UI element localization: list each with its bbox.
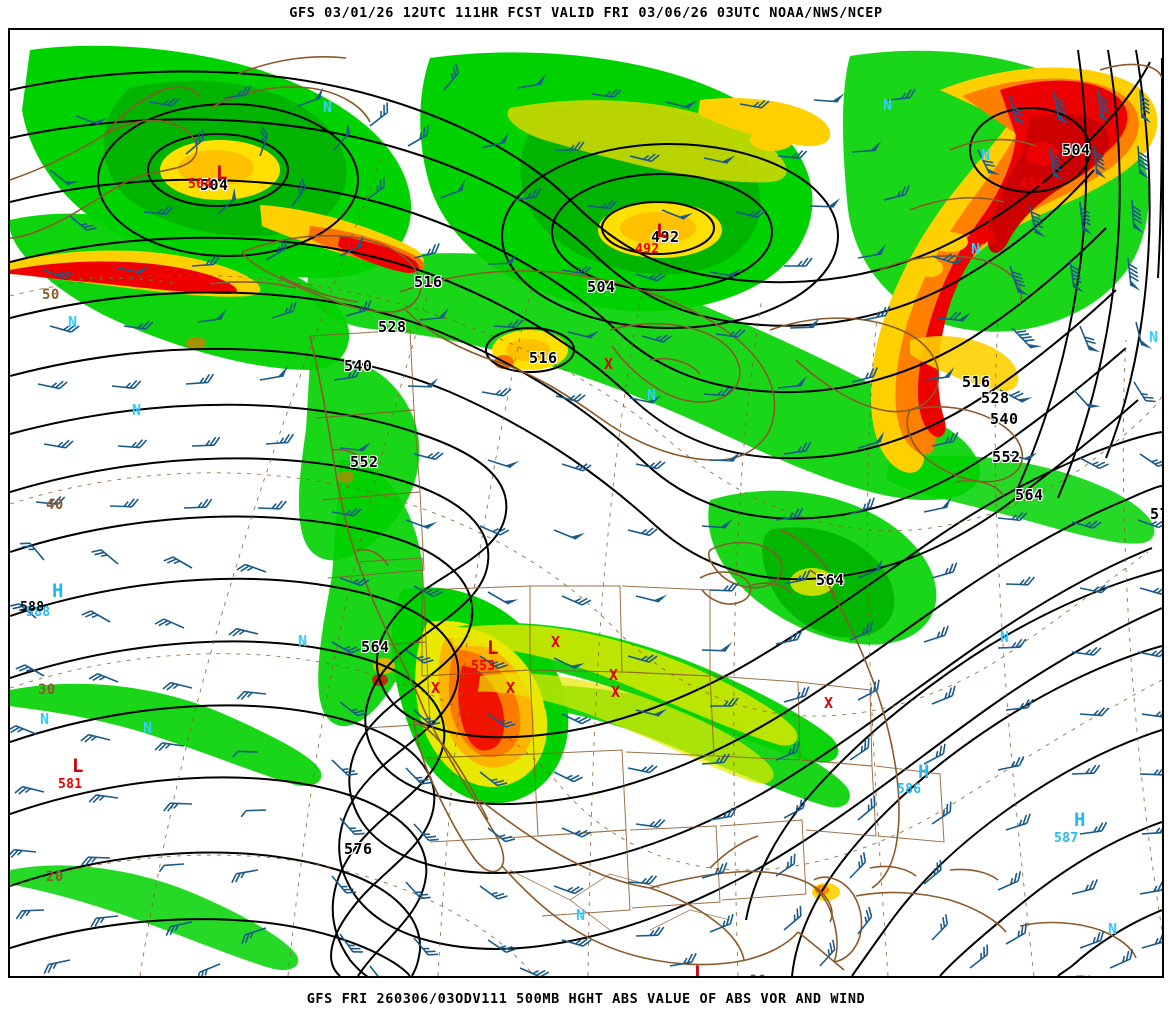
- low-center-marker: L: [216, 162, 228, 184]
- vorticity-max-marker: X: [609, 666, 619, 684]
- page-caption: GFS FRI 260306/03ODV111 500MB HGHT ABS V…: [306, 991, 866, 1007]
- low-center-marker: L: [487, 637, 499, 659]
- vorticity-max-marker: X: [506, 679, 516, 697]
- height-contour-label: 576: [344, 840, 373, 858]
- north-direction-marker: N: [1108, 920, 1118, 938]
- north-direction-marker: N: [576, 906, 586, 924]
- height-contour-label: 576: [1150, 505, 1162, 523]
- latitude-label: 40: [46, 497, 64, 513]
- high-center-marker: H: [1075, 974, 1086, 977]
- low-center-marker: L: [987, 214, 999, 236]
- height-contour-label: 552: [350, 453, 379, 471]
- north-direction-marker: N: [883, 96, 893, 114]
- height-contour-label: 528: [378, 318, 407, 336]
- low-center-value: 504: [188, 177, 213, 192]
- low-center-marker: L: [656, 220, 668, 242]
- height-contour-label: 504: [1062, 141, 1091, 159]
- high-center-marker: H: [52, 580, 64, 602]
- north-direction-marker: N: [132, 401, 142, 419]
- height-contour-label: 564: [816, 571, 845, 589]
- high-center-value: 588: [26, 605, 51, 620]
- height-contour-label: 540: [344, 357, 373, 375]
- vorticity-max-marker: X: [604, 355, 614, 373]
- high-center-value-dark: 588: [20, 600, 45, 615]
- longitude-label: -70: [1067, 975, 1094, 976]
- map-annotation-layer: 504 492 504 504 516 516 516 528 528 540 540 552 552 5…: [10, 30, 1162, 978]
- page-title: GFS 03/01/26 12UTC 111HR FCST VALID FRI …: [289, 5, 883, 21]
- height-contour-label: 504: [200, 176, 229, 194]
- height-contour-label: 540: [990, 410, 1019, 428]
- height-contour-label: 564: [361, 638, 390, 656]
- high-center-marker: H: [918, 761, 930, 783]
- vorticity-max-marker: X: [551, 633, 561, 651]
- map-graphics-layer: [10, 30, 1162, 976]
- north-direction-marker: N: [1149, 328, 1159, 346]
- north-direction-marker: N: [40, 710, 50, 728]
- low-center-marker: L: [694, 962, 706, 978]
- north-direction-marker: N: [143, 719, 153, 737]
- height-contour-label: 516: [529, 349, 558, 367]
- north-direction-marker: N: [981, 146, 991, 164]
- north-direction-marker: N: [323, 98, 333, 116]
- north-direction-marker: N: [68, 313, 78, 331]
- longitude-label: -80: [740, 974, 767, 976]
- latitude-label: 30: [38, 682, 56, 698]
- vorticity-max-marker: X: [431, 679, 441, 697]
- north-direction-marker: N: [298, 632, 308, 650]
- high-center-marker: H: [1074, 809, 1086, 831]
- latitude-label: 50: [42, 287, 60, 303]
- low-center-marker: L: [1034, 160, 1046, 182]
- vorticity-max-marker: X: [824, 694, 834, 712]
- height-contour-label: 504: [587, 278, 616, 296]
- low-center-value: 553: [471, 659, 496, 674]
- high-center-value: 587: [1054, 831, 1079, 846]
- north-direction-marker: N: [1000, 628, 1010, 646]
- height-contour-label: 528: [981, 389, 1010, 407]
- height-contour-label: 516: [962, 373, 991, 391]
- low-center-value: 581: [58, 777, 83, 792]
- map-canvas[interactable]: 504 492 504 504 516 516 516 528 528 540 540 552 552 5…: [8, 28, 1164, 978]
- height-contour-label: 552: [992, 448, 1021, 466]
- vorticity-max-marker: X: [611, 683, 621, 701]
- low-center-marker: L: [72, 755, 84, 777]
- north-direction-marker: N: [971, 240, 981, 258]
- latitude-label: 20: [46, 869, 64, 885]
- height-contour-label: 492: [651, 228, 680, 246]
- height-contour-label: 564: [1015, 486, 1044, 504]
- height-contour-label: 516: [414, 273, 443, 291]
- low-center-value: 492: [635, 242, 660, 257]
- north-direction-marker: N: [647, 386, 657, 404]
- low-center-value: 494: [1020, 177, 1045, 192]
- high-center-value: 586: [897, 782, 922, 797]
- low-center-value: 491: [972, 233, 997, 248]
